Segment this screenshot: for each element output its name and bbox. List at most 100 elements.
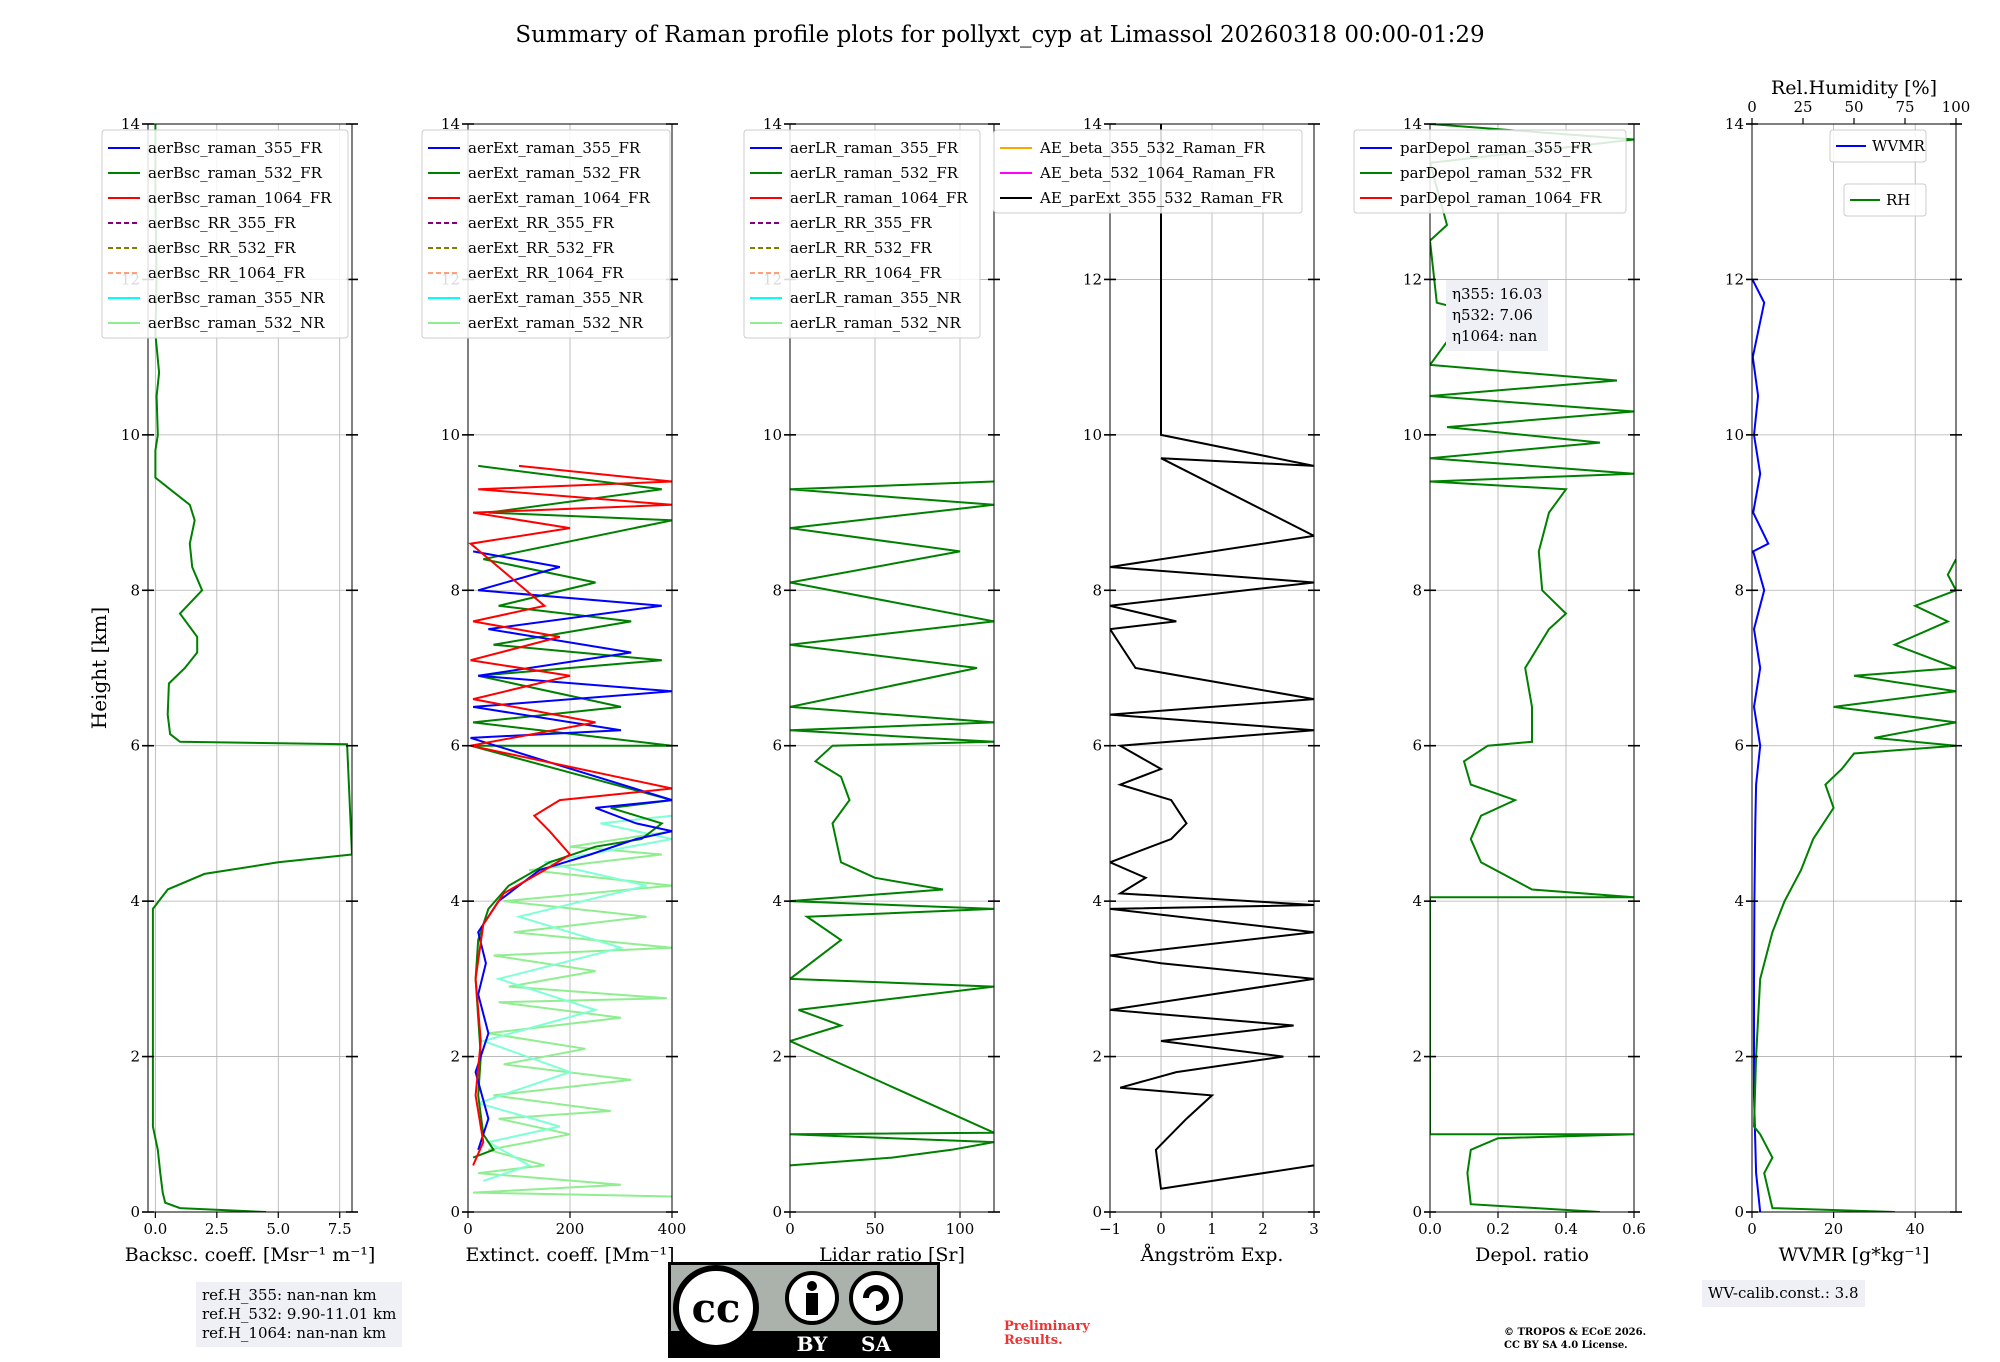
legend-label: aerBsc_RR_1064_FR bbox=[148, 264, 306, 282]
legend-label: aerExt_raman_355_FR bbox=[468, 139, 641, 157]
legend-label: aerBsc_raman_532_NR bbox=[148, 314, 325, 332]
y-tick-label: 12 bbox=[1083, 270, 1102, 288]
series-line-aerExt_raman_532_NR bbox=[473, 830, 672, 1198]
legend-box bbox=[743, 129, 981, 339]
x-axis-label: Ångström Exp. bbox=[1140, 1244, 1284, 1266]
series-line-aerExt_raman_1064_FR bbox=[468, 464, 672, 1166]
eta-532: η532: 7.06 bbox=[1452, 306, 1533, 324]
legend-label: aerLR_raman_532_NR bbox=[790, 314, 961, 332]
x-tick-label: 0.6 bbox=[1622, 1220, 1646, 1238]
legend-label: aerBsc_raman_355_NR bbox=[148, 289, 325, 307]
svg-text:BY: BY bbox=[797, 1332, 829, 1356]
legend-label: aerExt_RR_532_FR bbox=[468, 239, 615, 257]
legend-label: AE_beta_355_532_Raman_FR bbox=[1039, 139, 1266, 157]
legend-label: parDepol_raman_355_FR bbox=[1400, 139, 1593, 157]
legend-label: aerLR_raman_355_NR bbox=[790, 289, 961, 307]
cc-license-badge: cc BY SA bbox=[668, 1262, 940, 1358]
x-axis-label: Backsc. coeff. [Msr⁻¹ m⁻¹] bbox=[125, 1244, 376, 1266]
y-tick-label: 12 bbox=[1403, 270, 1422, 288]
legend-label: aerLR_raman_355_FR bbox=[790, 139, 959, 157]
wv-calibration-text: WV-calib.const.: 3.8 bbox=[1708, 1284, 1859, 1302]
x-tick-label: 2 bbox=[1258, 1220, 1268, 1238]
y-tick-label: 14 bbox=[441, 115, 460, 133]
y-tick-label: 10 bbox=[1725, 426, 1744, 444]
eta-355: η355: 16.03 bbox=[1452, 285, 1543, 303]
legend-label: aerExt_raman_532_FR bbox=[468, 164, 641, 182]
panel-depol: 0 2 4 6 8 10 12 14 0.0 0.2 0.4 0.6 Depol. ratio parDe… bbox=[1353, 115, 1646, 1266]
cc-icon bbox=[673, 1265, 759, 1351]
series-group bbox=[1110, 124, 1314, 1190]
y-tick-label: 6 bbox=[1734, 737, 1744, 755]
legend-label: aerExt_raman_355_NR bbox=[468, 289, 644, 307]
legend-box bbox=[993, 129, 1303, 214]
y-tick-label: 14 bbox=[121, 115, 140, 133]
y-tick-label: 10 bbox=[1403, 426, 1422, 444]
panel-ext: 024681012140200400Extinct. coeff. [Mm⁻¹]… bbox=[421, 115, 687, 1266]
x-tick-label: 40 bbox=[1906, 1220, 1925, 1238]
x-tick-label: 3 bbox=[1309, 1220, 1319, 1238]
x-tick-label: 5.0 bbox=[266, 1220, 290, 1238]
y-tick-label: 0 bbox=[1734, 1203, 1744, 1221]
series-line-AE_parExt_355_532_Raman_FR bbox=[1110, 124, 1314, 1190]
y-tick-label: 2 bbox=[1734, 1048, 1744, 1066]
x-tick-label: 0.4 bbox=[1554, 1220, 1578, 1238]
y-tick-label: 2 bbox=[1092, 1048, 1102, 1066]
plot-frame bbox=[1429, 123, 1635, 1213]
legend-label: aerLR_raman_1064_FR bbox=[790, 189, 968, 207]
legend-depol: parDepol_raman_355_FR parDepol_raman_532_… bbox=[1353, 129, 1627, 214]
x-tick-label: 7.5 bbox=[328, 1220, 352, 1238]
top-x-tick-label: 100 bbox=[1942, 98, 1971, 116]
legend-label: aerLR_raman_532_FR bbox=[790, 164, 959, 182]
x-tick-label: 0 bbox=[1747, 1220, 1757, 1238]
x-tick-label: 400 bbox=[658, 1220, 687, 1238]
legend-bsc: aerBsc_raman_355_FR aerBsc_raman_532_FRae… bbox=[101, 129, 349, 339]
panel-lr: 02468101214050100Lidar ratio [Sr]aerLR_r… bbox=[743, 115, 1000, 1266]
y-axis-label: Height [km] bbox=[87, 607, 111, 729]
y-tick-label: 0 bbox=[772, 1203, 782, 1221]
legend-label: aerBsc_raman_355_FR bbox=[148, 139, 323, 157]
x-tick-label: 0 bbox=[463, 1220, 473, 1238]
y-tick-label: 4 bbox=[130, 892, 140, 910]
legend-label: AE_beta_532_1064_Raman_FR bbox=[1039, 164, 1275, 182]
plot-frame bbox=[1751, 123, 1957, 1213]
y-tick-label: 4 bbox=[1092, 892, 1102, 910]
y-tick-label: 10 bbox=[121, 426, 140, 444]
legend-label: AE_parExt_355_532_Raman_FR bbox=[1039, 189, 1284, 207]
y-tick-label: 8 bbox=[1092, 581, 1102, 599]
top-axis-label: Rel.Humidity [%] bbox=[1771, 77, 1937, 99]
x-tick-label: 100 bbox=[946, 1220, 975, 1238]
ref-height-1064: ref.H_1064: nan-nan km bbox=[202, 1324, 387, 1342]
copyright-note: © TROPOS & ECoE 2026. CC BY SA 4.0 Licen… bbox=[1504, 1327, 1647, 1351]
y-tick-label: 6 bbox=[772, 737, 782, 755]
legend-box bbox=[1829, 129, 1927, 163]
y-tick-label: 0 bbox=[1412, 1203, 1422, 1221]
legend-label: aerLR_RR_355_FR bbox=[790, 214, 932, 232]
legend-wv: RH bbox=[1843, 183, 1927, 217]
legend-label: aerBsc_RR_532_FR bbox=[148, 239, 296, 257]
y-tick-label: 4 bbox=[1412, 892, 1422, 910]
eta-box: η355: 16.03 η532: 7.06 η1064: nan bbox=[1446, 280, 1549, 351]
legend-label: WVMR bbox=[1872, 137, 1926, 155]
legend-label: aerBsc_raman_1064_FR bbox=[148, 189, 332, 207]
y-tick-label: 6 bbox=[130, 737, 140, 755]
x-tick-label: 20 bbox=[1824, 1220, 1843, 1238]
y-tick-label: 14 bbox=[1083, 115, 1102, 133]
y-tick-label: 8 bbox=[772, 581, 782, 599]
top-x-tick-label: 0 bbox=[1747, 98, 1757, 116]
y-tick-label: 2 bbox=[772, 1048, 782, 1066]
y-tick-label: 8 bbox=[1412, 581, 1422, 599]
series-line-aerExt_raman_355_FR bbox=[470, 550, 672, 1151]
legend-box bbox=[1843, 183, 1927, 217]
figure-title: Summary of Raman profile plots for polly… bbox=[515, 22, 1485, 48]
y-tick-label: 14 bbox=[1725, 115, 1744, 133]
preliminary-note: Preliminary Results. bbox=[1004, 1319, 1090, 1348]
y-tick-label: 0 bbox=[450, 1203, 460, 1221]
x-tick-label: 1 bbox=[1207, 1220, 1217, 1238]
y-tick-label: 10 bbox=[441, 426, 460, 444]
x-tick-label: 2.5 bbox=[205, 1220, 229, 1238]
x-tick-label: 50 bbox=[865, 1220, 884, 1238]
legend-label: aerLR_RR_532_FR bbox=[790, 239, 932, 257]
series-line-WVMR bbox=[1752, 278, 1770, 1212]
svg-text:cc: cc bbox=[692, 1285, 741, 1332]
